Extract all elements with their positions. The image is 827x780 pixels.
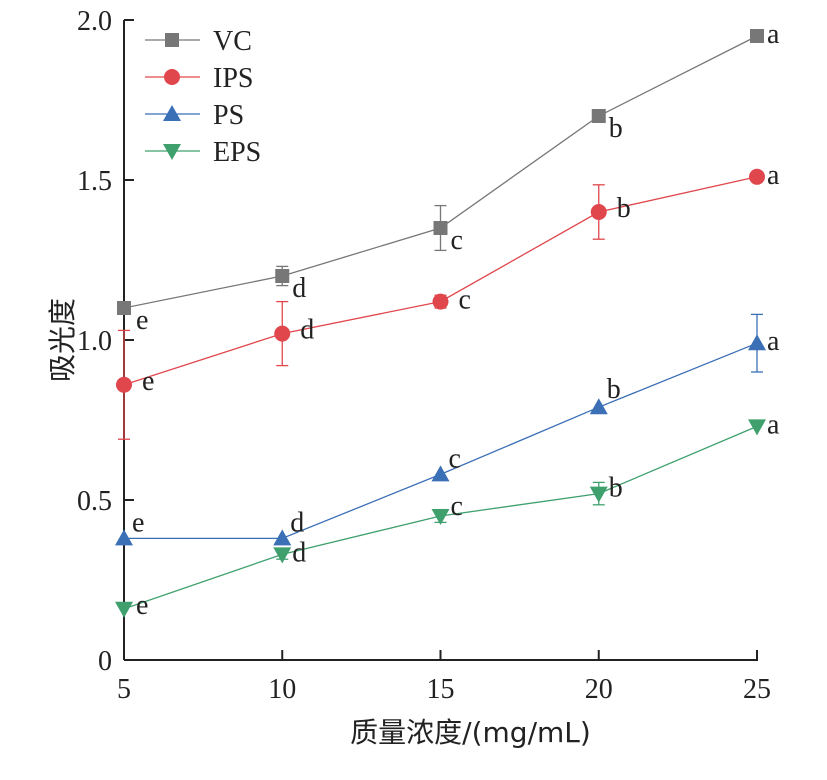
- x-tick-label: 5: [117, 674, 131, 705]
- eps-data-point: [273, 547, 292, 564]
- eps-data-point: [115, 601, 133, 618]
- vc-data-point: [433, 221, 448, 235]
- x-tick-label: 25: [743, 674, 771, 705]
- y-tick-label: 0: [98, 646, 112, 677]
- legend-marker-ps: [163, 105, 181, 121]
- ps-data-point: [748, 334, 766, 351]
- ps-significance-label: c: [449, 443, 461, 474]
- ps-data-point: [273, 529, 292, 546]
- ps-data-point: [115, 529, 133, 546]
- ips-data-point: [749, 168, 765, 185]
- legend-label-ps: PS: [213, 100, 244, 131]
- eps-significance-label: d: [292, 537, 306, 568]
- eps-data-point: [431, 509, 450, 525]
- significance-labels: e d c b a e d c b a e d c b a e d c b a: [132, 19, 780, 621]
- legend-marker-eps: [163, 144, 181, 160]
- x-tick-label: 20: [585, 674, 613, 705]
- ps-significance-label: b: [607, 374, 621, 405]
- ips-data-point: [432, 293, 449, 310]
- vc-data-point: [750, 29, 764, 43]
- eps-data-point: [589, 486, 608, 503]
- ips-significance-label: e: [142, 366, 154, 397]
- eps-significance-label: a: [767, 409, 780, 440]
- legend-label-vc: VC: [213, 26, 252, 57]
- x-axis-label: 质量浓度/(mg/mL): [350, 716, 591, 749]
- error-bars: [118, 184, 763, 560]
- ps-significance-label: a: [767, 326, 780, 357]
- vc-significance-label: b: [609, 113, 623, 144]
- ps-significance-label: e: [132, 507, 144, 538]
- vc-significance-label: d: [292, 273, 306, 304]
- ps-significance-label: d: [290, 507, 304, 538]
- ips-data-point: [274, 325, 291, 342]
- legend: VC IPS PS EPS: [145, 26, 261, 168]
- x-tick-label: 10: [268, 674, 296, 705]
- eps-significance-label: e: [136, 590, 148, 621]
- vc-data-point: [591, 109, 606, 123]
- vc-significance-label: e: [136, 305, 148, 336]
- legend-marker-ips: [164, 69, 180, 85]
- ps-data-point: [589, 398, 608, 415]
- y-axis-label: 吸光度: [46, 298, 79, 382]
- y-tick-label: 2.0: [77, 6, 112, 37]
- vc-data-point: [275, 269, 290, 283]
- ips-significance-label: a: [767, 160, 780, 191]
- eps-data-point: [748, 419, 766, 436]
- ips-significance-label: b: [617, 193, 631, 224]
- ips-data-point: [116, 376, 132, 393]
- y-tick-label: 1.0: [77, 326, 112, 357]
- vc-data-point: [117, 301, 131, 315]
- x-tick-label: 15: [427, 674, 455, 705]
- eps-significance-label: b: [609, 473, 623, 504]
- legend-label-ips: IPS: [213, 63, 253, 94]
- vc-significance-label: c: [451, 225, 463, 256]
- ips-significance-label: c: [459, 285, 471, 316]
- ps-data-point: [431, 465, 450, 482]
- eps-significance-label: c: [451, 491, 463, 522]
- y-tick-label: 0.5: [77, 486, 112, 517]
- ips-data-point: [590, 204, 607, 220]
- legend-label-eps: EPS: [213, 137, 261, 168]
- legend-marker-vc: [165, 33, 179, 47]
- vc-significance-label: a: [767, 19, 780, 50]
- y-tick-label: 1.5: [77, 166, 112, 197]
- ips-significance-label: d: [300, 315, 314, 346]
- axes: 0 0.5 1.0 1.5 2.0 5 10 15 20 25: [77, 6, 771, 705]
- series-markers: [115, 29, 766, 618]
